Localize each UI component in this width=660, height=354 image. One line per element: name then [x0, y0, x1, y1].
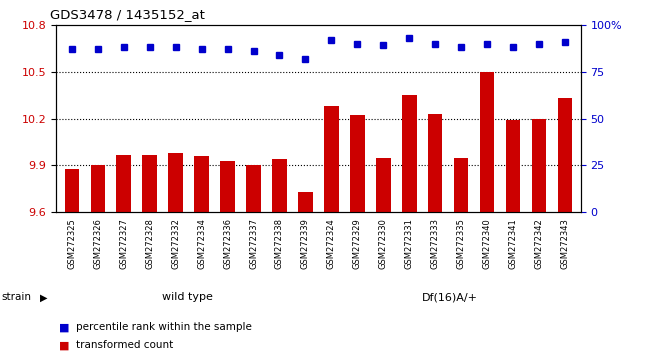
Text: GSM272331: GSM272331 [405, 218, 414, 269]
Text: GSM272340: GSM272340 [482, 218, 492, 269]
Bar [143, 155, 157, 212]
Bar [558, 98, 572, 212]
Text: GSM272337: GSM272337 [249, 218, 258, 269]
Bar [246, 166, 261, 212]
Text: GSM272339: GSM272339 [301, 218, 310, 269]
Bar [298, 192, 313, 212]
Text: GSM272341: GSM272341 [509, 218, 517, 269]
Text: GDS3478 / 1435152_at: GDS3478 / 1435152_at [50, 8, 205, 21]
Bar [90, 166, 105, 212]
Bar [402, 95, 416, 212]
Text: ■: ■ [59, 322, 70, 332]
Bar [117, 155, 131, 212]
Text: GSM272332: GSM272332 [171, 218, 180, 269]
Bar [532, 119, 546, 212]
Bar [273, 159, 286, 212]
Text: GSM272328: GSM272328 [145, 218, 154, 269]
Bar [376, 158, 391, 212]
Text: GSM272329: GSM272329 [353, 218, 362, 269]
Text: GSM272327: GSM272327 [119, 218, 128, 269]
Text: GSM272343: GSM272343 [561, 218, 570, 269]
Text: ▶: ▶ [40, 292, 47, 302]
Text: GSM272338: GSM272338 [275, 218, 284, 269]
Text: GSM272324: GSM272324 [327, 218, 336, 269]
Bar [65, 169, 79, 212]
Text: GSM272330: GSM272330 [379, 218, 388, 269]
Text: GSM272336: GSM272336 [223, 218, 232, 269]
Text: GSM272333: GSM272333 [431, 218, 440, 269]
Bar [454, 158, 469, 212]
Text: strain: strain [1, 292, 31, 302]
Bar [480, 72, 494, 212]
Bar [350, 115, 364, 212]
Text: transformed count: transformed count [76, 340, 173, 350]
Text: GSM272325: GSM272325 [67, 218, 76, 269]
Text: GSM272342: GSM272342 [535, 218, 544, 269]
Text: wild type: wild type [162, 292, 213, 302]
Text: Df(16)A/+: Df(16)A/+ [422, 292, 478, 302]
Bar [195, 156, 209, 212]
Text: GSM272334: GSM272334 [197, 218, 206, 269]
Bar [506, 120, 520, 212]
Bar [324, 106, 339, 212]
Text: percentile rank within the sample: percentile rank within the sample [76, 322, 251, 332]
Text: GSM272335: GSM272335 [457, 218, 466, 269]
Bar [220, 161, 235, 212]
Text: GSM272326: GSM272326 [93, 218, 102, 269]
Bar [168, 153, 183, 212]
Bar [428, 114, 442, 212]
Text: ■: ■ [59, 340, 70, 350]
